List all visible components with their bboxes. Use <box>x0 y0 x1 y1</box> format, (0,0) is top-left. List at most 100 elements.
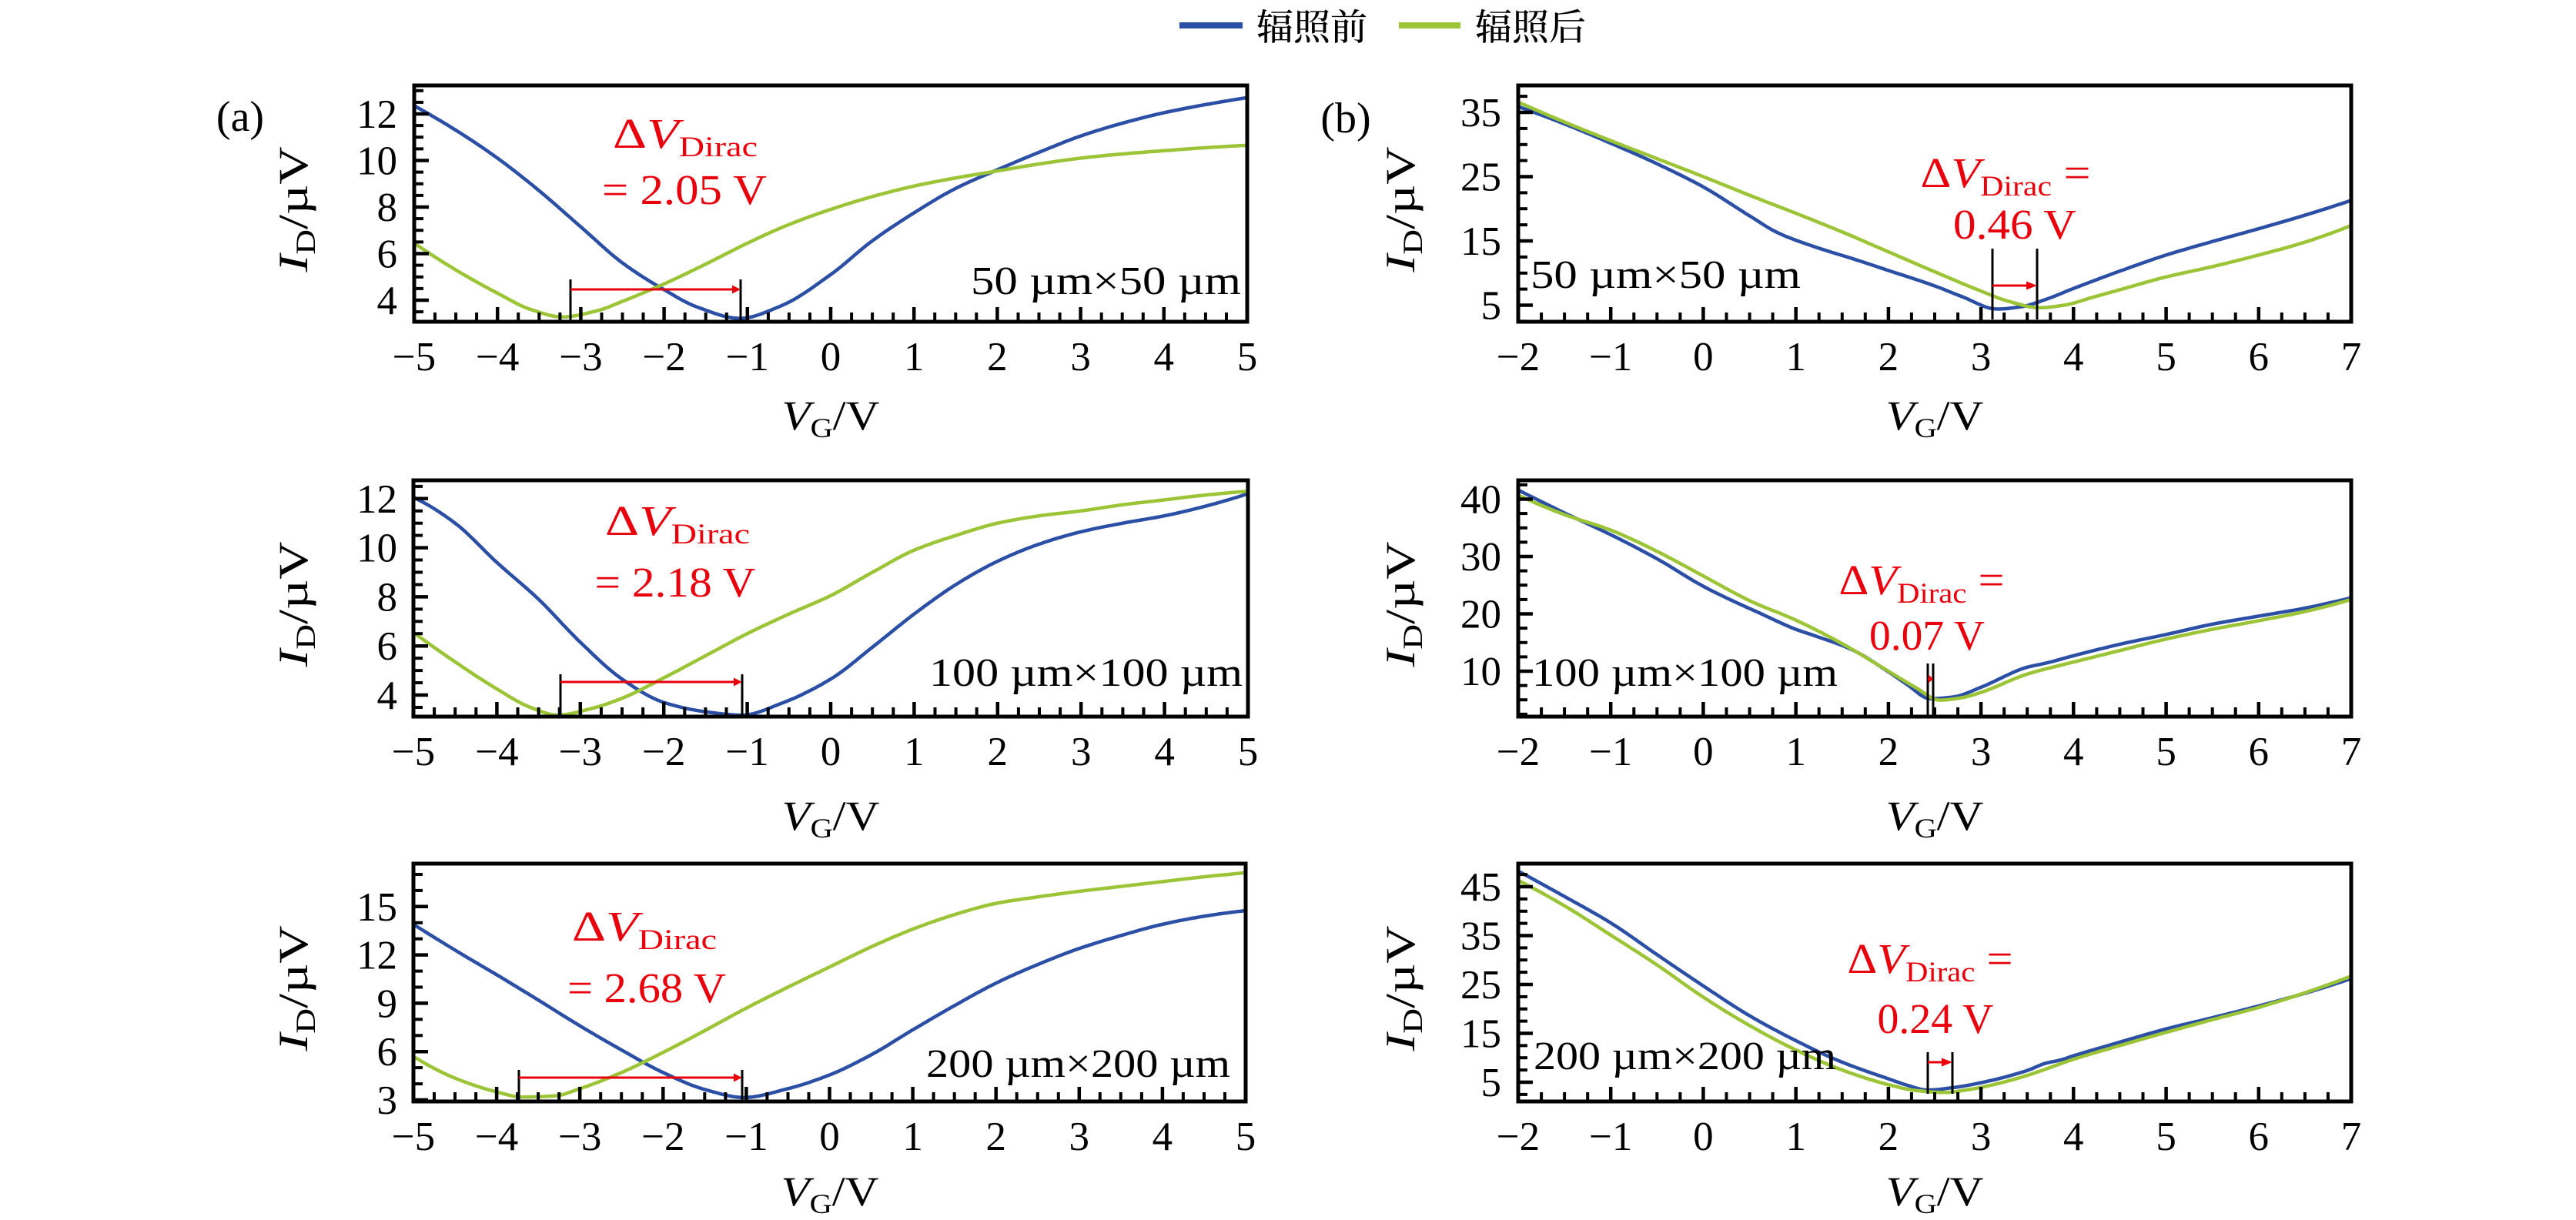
svg-text:1: 1 <box>1785 335 1806 379</box>
svg-text:ΔVDirac =: ΔVDirac = <box>1848 935 2013 988</box>
svg-text:−2: −2 <box>642 730 685 774</box>
svg-text:−1: −1 <box>726 335 769 379</box>
svg-text:4: 4 <box>1154 335 1175 379</box>
svg-text:6: 6 <box>377 1030 398 1075</box>
svg-text:−2: −2 <box>1497 335 1540 379</box>
svg-text:25: 25 <box>1460 155 1501 200</box>
svg-text:1: 1 <box>902 1115 923 1159</box>
svg-text:0: 0 <box>1693 1115 1714 1159</box>
svg-text:9: 9 <box>377 981 398 1026</box>
svg-text:−1: −1 <box>724 1115 768 1159</box>
svg-text:5: 5 <box>1236 1115 1256 1159</box>
svg-text:35: 35 <box>1460 91 1501 135</box>
svg-text:7: 7 <box>2341 1115 2362 1159</box>
svg-text:40: 40 <box>1460 478 1501 523</box>
svg-text:3: 3 <box>1971 730 1992 774</box>
svg-text:VG/V: V G/V <box>781 1168 879 1219</box>
svg-text:3: 3 <box>1971 335 1992 379</box>
svg-text:−3: −3 <box>558 1115 601 1159</box>
svg-text:−3: −3 <box>559 730 602 774</box>
svg-text:100 µm×100 µm: 100 µm×100 µm <box>1532 651 1838 695</box>
svg-text:4: 4 <box>2063 730 2084 774</box>
svg-text:4: 4 <box>2063 1115 2084 1159</box>
svg-text:6: 6 <box>2249 1115 2270 1159</box>
svg-text:1: 1 <box>1785 730 1806 774</box>
svg-text:200 µm×200 µm: 200 µm×200 µm <box>1534 1034 1836 1078</box>
svg-text:−2: −2 <box>1497 730 1540 774</box>
svg-text:−4: −4 <box>475 1115 518 1159</box>
svg-text:12: 12 <box>356 934 397 978</box>
svg-text:ID/µV: ID/µV <box>1377 542 1428 668</box>
svg-text:4: 4 <box>1153 1115 1173 1159</box>
svg-text:5: 5 <box>1238 730 1259 774</box>
svg-text:25: 25 <box>1460 963 1501 1008</box>
svg-text:5: 5 <box>2156 335 2176 379</box>
svg-text:6: 6 <box>2249 730 2270 774</box>
svg-text:−5: −5 <box>392 730 435 774</box>
svg-text:200 µm×200 µm: 200 µm×200 µm <box>926 1042 1230 1086</box>
svg-text:0: 0 <box>819 1115 840 1159</box>
svg-text:3: 3 <box>377 1078 398 1123</box>
svg-text:2: 2 <box>987 335 1008 379</box>
svg-text:0: 0 <box>821 730 841 774</box>
svg-text:ID/µV: ID/µV <box>1377 926 1428 1052</box>
svg-text:5: 5 <box>2156 730 2176 774</box>
svg-text:20: 20 <box>1460 593 1501 637</box>
svg-text:8: 8 <box>377 575 398 620</box>
svg-text:−5: −5 <box>393 335 436 379</box>
svg-text:−2: −2 <box>642 335 685 379</box>
svg-text:1: 1 <box>904 335 925 379</box>
svg-text:6: 6 <box>2249 335 2270 379</box>
svg-text:8: 8 <box>377 186 398 230</box>
svg-text:−3: −3 <box>559 335 602 379</box>
svg-text:35: 35 <box>1460 914 1501 959</box>
svg-text:2: 2 <box>985 1115 1006 1159</box>
svg-text:ID/µV: ID/µV <box>270 146 321 272</box>
svg-text:ID/µV: ID/µV <box>1377 146 1428 272</box>
svg-text:3: 3 <box>1071 730 1092 774</box>
svg-text:50 µm×50 µm: 50 µm×50 µm <box>1531 253 1801 297</box>
svg-text:4: 4 <box>2063 335 2084 379</box>
svg-text:−5: −5 <box>392 1115 435 1159</box>
svg-text:0.07 V: 0.07 V <box>1869 612 1985 659</box>
svg-text:10: 10 <box>356 526 397 571</box>
svg-text:30: 30 <box>1460 535 1501 580</box>
svg-text:ΔVDirac =: ΔVDirac = <box>1921 149 2091 202</box>
svg-text:ΔVDirac =: ΔVDirac = <box>1839 557 2005 610</box>
svg-text:−2: −2 <box>1497 1115 1540 1159</box>
svg-text:4: 4 <box>1154 730 1175 774</box>
svg-text:5: 5 <box>1481 1061 1502 1105</box>
svg-text:4: 4 <box>377 674 398 718</box>
svg-text:15: 15 <box>1460 219 1501 264</box>
svg-text:−4: −4 <box>475 730 518 774</box>
svg-text:12: 12 <box>356 92 397 137</box>
svg-text:−2: −2 <box>641 1115 684 1159</box>
svg-text:2: 2 <box>1878 1115 1899 1159</box>
svg-text:45: 45 <box>1460 865 1501 910</box>
svg-text:0.24 V: 0.24 V <box>1878 995 1994 1042</box>
svg-text:10: 10 <box>356 139 397 184</box>
svg-text:15: 15 <box>356 885 397 930</box>
svg-text:3: 3 <box>1971 1115 1992 1159</box>
svg-text:VG/V: V G/V <box>782 393 880 443</box>
svg-text:3: 3 <box>1070 335 1091 379</box>
svg-text:7: 7 <box>2341 730 2362 774</box>
svg-text:5: 5 <box>1481 284 1502 329</box>
svg-text:1: 1 <box>904 730 925 774</box>
svg-text:−4: −4 <box>476 335 519 379</box>
svg-text:= 2.18 V: = 2.18 V <box>595 559 756 606</box>
svg-text:ID/µV: ID/µV <box>270 926 321 1052</box>
svg-text:VG/V: V G/V <box>1886 393 1984 443</box>
svg-text:7: 7 <box>2341 335 2362 379</box>
svg-text:5: 5 <box>1237 335 1258 379</box>
svg-text:= 2.05 V: = 2.05 V <box>602 166 767 213</box>
svg-text:VG/V: V G/V <box>1886 1168 1984 1219</box>
svg-text:12: 12 <box>356 477 397 522</box>
svg-text:ΔVDirac: Δ V Dirac <box>572 903 717 956</box>
svg-text:3: 3 <box>1069 1115 1090 1159</box>
svg-text:0.46 V: 0.46 V <box>1953 201 2076 248</box>
svg-text:(a): (a) <box>216 93 264 141</box>
svg-text:2: 2 <box>1878 335 1899 379</box>
svg-text:ΔVDirac: Δ V Dirac <box>605 497 750 550</box>
svg-text:VG/V: V G/V <box>1886 793 1984 844</box>
